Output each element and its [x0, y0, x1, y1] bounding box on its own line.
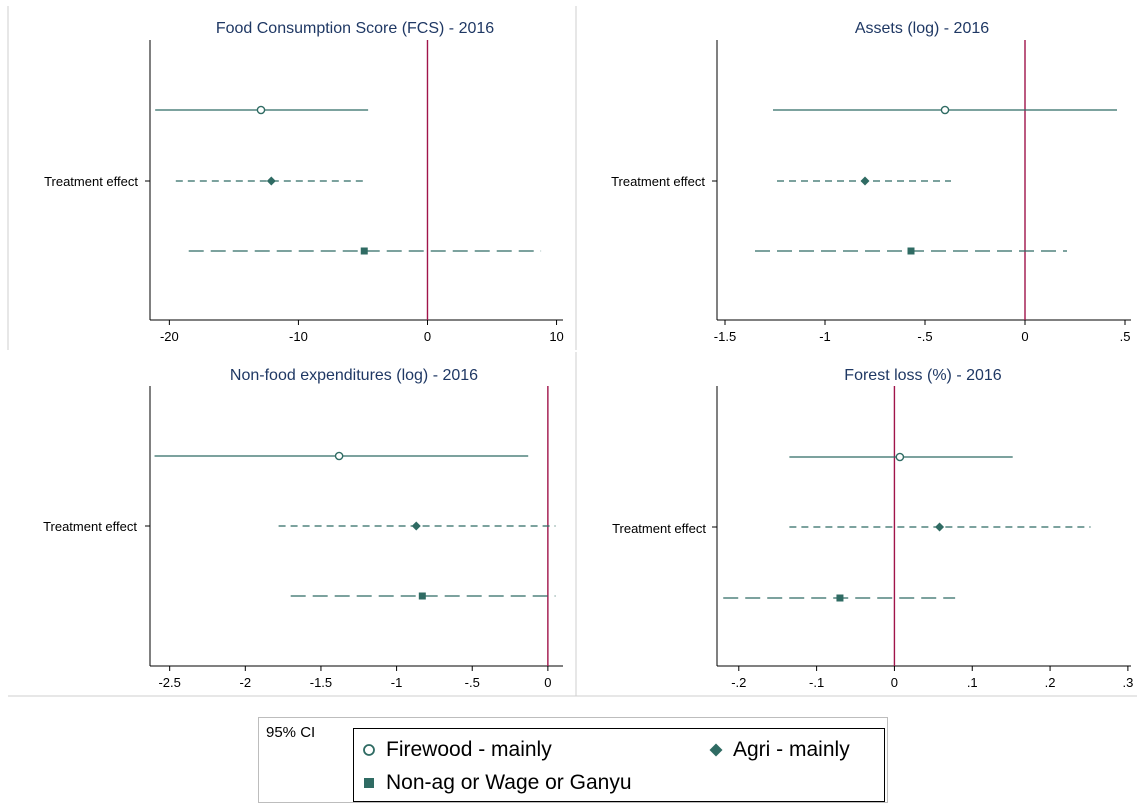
- legend-item-label: Agri - mainly: [733, 738, 850, 761]
- x-tick-label: -.1: [809, 675, 824, 690]
- point-estimate: [935, 522, 945, 532]
- point-estimate: [860, 176, 870, 186]
- x-tick-label: -2.5: [158, 675, 180, 690]
- legend-item-label: Firewood - mainly: [386, 738, 552, 761]
- legend-items: Firewood - mainly Agri - mainly Non-ag o…: [353, 728, 885, 802]
- hollow-circle-icon: [363, 744, 375, 756]
- chart-panel-1: Food Consumption Score (FCS) - 2016 Treat…: [44, 20, 564, 344]
- panel-title: Assets (log) - 2016: [855, 20, 989, 37]
- filled-diamond-icon: [709, 743, 723, 757]
- legend: 95% CI Firewood - mainly Agri - mainly N…: [258, 717, 888, 803]
- x-tick-label: 0: [891, 675, 898, 690]
- x-tick-label: 0: [544, 675, 551, 690]
- x-tick-label: -1: [391, 675, 403, 690]
- x-tick-label: -1.5: [714, 329, 736, 344]
- x-tick-label: -1: [819, 329, 831, 344]
- point-estimate: [418, 592, 426, 600]
- point-estimate: [940, 105, 950, 115]
- y-tick-label: Treatment effect: [611, 174, 705, 189]
- panel-title: Forest loss (%) - 2016: [844, 367, 1001, 384]
- panel-title: Non-food expenditures (log) - 2016: [230, 367, 478, 384]
- legend-item-firewood: Firewood - mainly: [362, 738, 552, 762]
- x-tick-label: .5: [1120, 329, 1131, 344]
- x-tick-label: 0: [424, 329, 431, 344]
- x-tick-label: -2: [240, 675, 252, 690]
- chart-figure: Food Consumption Score (FCS) - 2016 Treat…: [7, 6, 1137, 697]
- point-estimate: [895, 452, 905, 462]
- point-estimate: [360, 247, 368, 255]
- point-estimate: [836, 594, 844, 602]
- x-tick-label: -.2: [731, 675, 746, 690]
- panel-title: Food Consumption Score (FCS) - 2016: [216, 20, 494, 37]
- point-estimate: [411, 521, 421, 531]
- y-tick-label: Treatment effect: [44, 174, 138, 189]
- legend-ci-label: 95% CI: [266, 724, 316, 741]
- x-tick-label: .1: [967, 675, 978, 690]
- legend-item-nonag: Non-ag or Wage or Ganyu: [362, 771, 632, 795]
- point-estimate: [256, 105, 266, 115]
- point-estimate: [334, 451, 344, 461]
- x-tick-label: -20: [160, 329, 179, 344]
- x-tick-label: -10: [289, 329, 308, 344]
- x-tick-label: 0: [1021, 329, 1028, 344]
- x-tick-label: -.5: [465, 675, 480, 690]
- x-tick-label: 10: [549, 329, 563, 344]
- legend-item-agri: Agri - mainly: [709, 738, 850, 762]
- filled-square-icon: [364, 778, 374, 788]
- y-tick-label: Treatment effect: [612, 521, 706, 536]
- x-tick-label: .2: [1045, 675, 1056, 690]
- chart-panel-4: Forest loss (%) - 2016 Treatment effect -.…: [612, 367, 1133, 690]
- legend-item-label: Non-ag or Wage or Ganyu: [386, 771, 632, 794]
- x-tick-label: -1.5: [310, 675, 332, 690]
- x-tick-label: -.5: [917, 329, 932, 344]
- x-tick-label: .3: [1122, 675, 1133, 690]
- point-estimate: [907, 247, 915, 255]
- y-tick-label: Treatment effect: [43, 519, 137, 534]
- point-estimate: [266, 176, 276, 186]
- chart-panel-3: Non-food expenditures (log) - 2016 Treatm…: [43, 367, 563, 690]
